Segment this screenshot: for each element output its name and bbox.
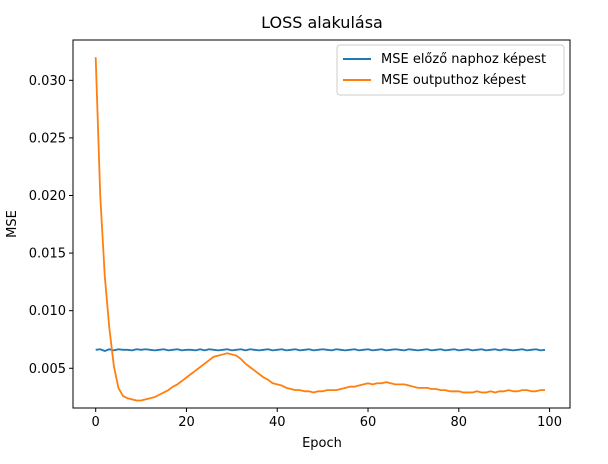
x-tick-label: 40 [269, 415, 286, 430]
series-line-1 [95, 348, 546, 352]
y-tick-label: 0.005 [29, 362, 66, 377]
y-tick-label: 0.025 [29, 131, 66, 146]
legend-box [336, 44, 565, 96]
x-tick-label: 60 [360, 415, 377, 430]
legend-label-series-1: MSE előző naphoz képest [381, 52, 546, 67]
x-tick-label: 0 [92, 415, 100, 430]
legend-label-series-2: MSE outputhoz képest [381, 73, 526, 88]
series-line-2 [94, 57, 546, 402]
y-tick-label: 0.030 [29, 74, 66, 89]
legend: MSE előző naphoz képest MSE outputhoz ké… [336, 44, 565, 96]
y-tick-label: 0.015 [29, 247, 66, 262]
x-tick-label: 20 [178, 415, 195, 430]
y-ticks: 0.005 0.010 0.015 0.020 0.025 0.030 [29, 74, 73, 377]
chart-title: LOSS alakulása [261, 13, 383, 32]
y-axis-label: MSE [5, 210, 20, 238]
x-axis-label: Epoch [302, 436, 342, 451]
y-tick-label: 0.010 [29, 304, 66, 319]
x-tick-label: 100 [537, 415, 562, 430]
x-ticks: 0 20 40 60 80 100 [92, 408, 562, 430]
x-tick-label: 80 [451, 415, 468, 430]
y-tick-label: 0.020 [29, 189, 66, 204]
series-layer [94, 57, 546, 402]
plot-area-frame [72, 39, 571, 409]
